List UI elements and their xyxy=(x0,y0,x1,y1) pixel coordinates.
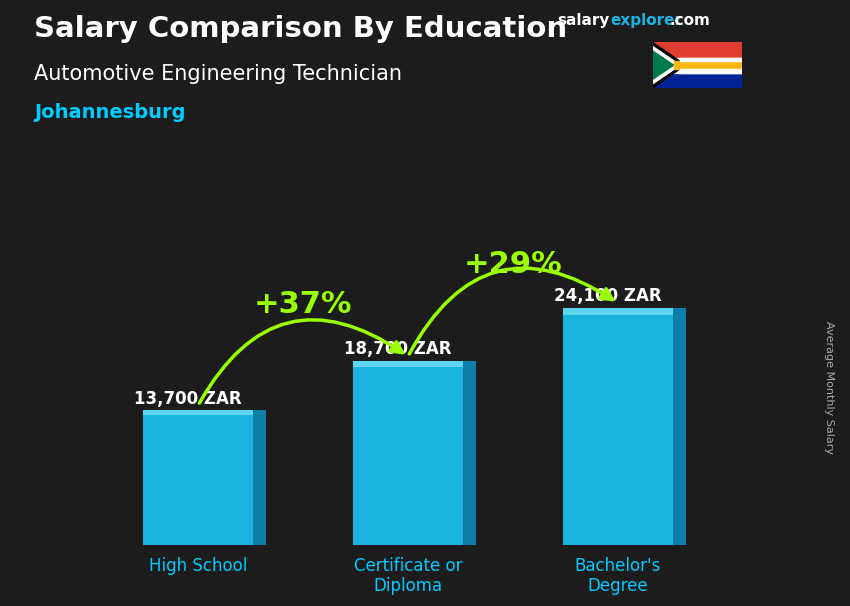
Text: Johannesburg: Johannesburg xyxy=(34,103,185,122)
Text: .com: .com xyxy=(670,13,711,28)
Text: salary: salary xyxy=(557,13,609,28)
Polygon shape xyxy=(653,42,685,88)
Bar xyxy=(354,361,462,545)
Bar xyxy=(653,42,742,58)
Bar xyxy=(252,410,266,545)
Text: explorer: explorer xyxy=(610,13,683,28)
Bar xyxy=(144,410,252,545)
Text: +29%: +29% xyxy=(463,250,563,279)
Bar xyxy=(653,58,742,73)
Text: +37%: +37% xyxy=(254,290,352,319)
Bar xyxy=(673,61,742,69)
Bar xyxy=(462,361,476,545)
Bar xyxy=(672,308,686,545)
Polygon shape xyxy=(653,51,673,79)
Text: 13,700 ZAR: 13,700 ZAR xyxy=(133,390,241,408)
Bar xyxy=(144,410,252,415)
Text: Salary Comparison By Education: Salary Comparison By Education xyxy=(34,15,567,43)
Bar xyxy=(653,73,742,88)
Bar xyxy=(564,308,672,315)
Text: Average Monthly Salary: Average Monthly Salary xyxy=(824,321,834,454)
Text: 24,100 ZAR: 24,100 ZAR xyxy=(553,287,661,305)
Polygon shape xyxy=(653,47,680,84)
Bar xyxy=(564,308,672,545)
Bar xyxy=(354,361,462,367)
Bar xyxy=(680,69,742,73)
Bar xyxy=(680,58,742,61)
Text: 18,700 ZAR: 18,700 ZAR xyxy=(343,341,451,358)
Text: Automotive Engineering Technician: Automotive Engineering Technician xyxy=(34,64,402,84)
